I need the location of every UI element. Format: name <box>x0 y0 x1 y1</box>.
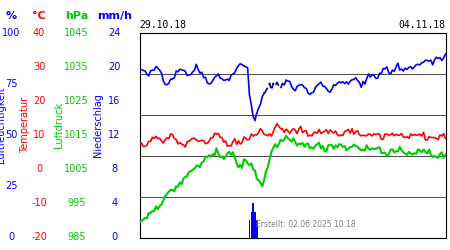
Text: 75: 75 <box>5 79 18 89</box>
Text: 30: 30 <box>33 62 45 72</box>
Bar <box>249 220 250 238</box>
Text: 8: 8 <box>111 164 117 174</box>
Text: 995: 995 <box>68 198 86 208</box>
Bar <box>256 220 257 238</box>
Text: Luftdruck: Luftdruck <box>54 102 63 148</box>
Text: mm/h: mm/h <box>97 11 132 21</box>
Text: hPa: hPa <box>65 11 88 21</box>
Bar <box>252 203 254 238</box>
Text: 25: 25 <box>5 181 18 191</box>
Text: 4: 4 <box>111 198 117 208</box>
Text: Niederschlag: Niederschlag <box>93 93 103 157</box>
Text: Luftfeuchtigkeit: Luftfeuchtigkeit <box>0 87 6 163</box>
Text: 40: 40 <box>33 28 45 38</box>
Text: 20: 20 <box>108 62 121 72</box>
Bar <box>254 212 256 238</box>
Text: 1035: 1035 <box>64 62 89 72</box>
Bar <box>251 212 252 238</box>
Text: 0: 0 <box>111 232 117 242</box>
Text: 985: 985 <box>68 232 86 242</box>
Text: -20: -20 <box>31 232 47 242</box>
Text: 1025: 1025 <box>64 96 89 106</box>
Text: 1045: 1045 <box>64 28 89 38</box>
Text: Erstellt: 02.06.2025 10:18: Erstellt: 02.06.2025 10:18 <box>256 220 356 229</box>
Text: 04.11.18: 04.11.18 <box>399 20 446 30</box>
Text: 20: 20 <box>33 96 45 106</box>
Text: °C: °C <box>32 11 46 21</box>
Text: %: % <box>5 11 17 21</box>
Text: 12: 12 <box>108 130 121 140</box>
Text: 0: 0 <box>36 164 42 174</box>
Text: 100: 100 <box>2 28 20 38</box>
Text: 50: 50 <box>5 130 18 140</box>
Text: 16: 16 <box>108 96 121 106</box>
Text: -10: -10 <box>31 198 47 208</box>
Text: 24: 24 <box>108 28 121 38</box>
Text: 0: 0 <box>8 232 14 242</box>
Text: Temperatur: Temperatur <box>20 97 30 153</box>
Text: 1005: 1005 <box>64 164 89 174</box>
Text: 1015: 1015 <box>64 130 89 140</box>
Text: 29.10.18: 29.10.18 <box>140 20 186 30</box>
Text: 10: 10 <box>33 130 45 140</box>
